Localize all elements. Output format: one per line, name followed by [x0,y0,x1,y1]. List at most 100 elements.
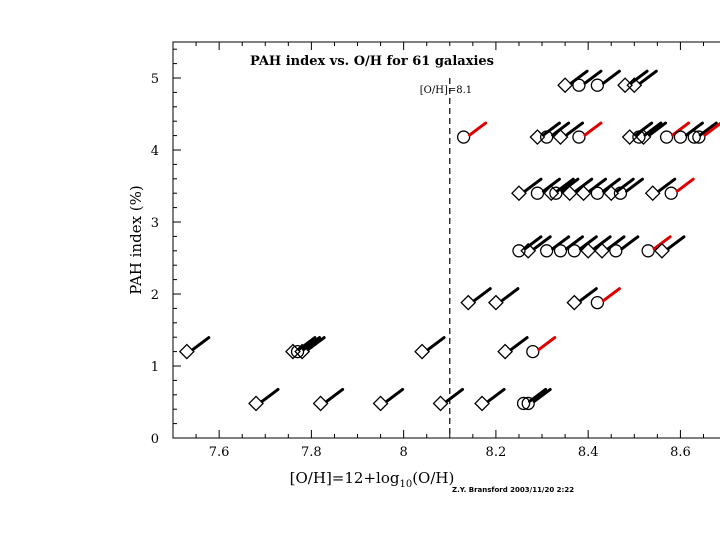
plot-frame [172,41,720,439]
circle-marker [290,344,305,359]
point-label-mark [583,121,603,137]
data-point [511,177,543,202]
x-tick-label: 7.6 [209,445,230,460]
diamond-marker [474,395,490,412]
point-label-mark [652,235,672,251]
point-label-mark [638,69,658,85]
circle-marker [456,130,471,144]
diamond-marker [511,185,527,202]
point-label-mark [486,387,506,403]
circle-marker [549,186,563,200]
y-axis-label: PAH index (%) [127,185,145,295]
circle-marker [692,130,706,144]
data-point [632,121,663,144]
data-point [609,235,640,258]
point-label-mark [675,177,695,193]
data-point [456,121,488,144]
diamond-marker [414,343,431,360]
point-label-mark [564,121,584,137]
x-axis-label-tail: (O/H) [412,469,454,487]
data-point [552,121,584,145]
circle-marker [687,130,701,144]
point-label-mark [537,336,557,352]
point-label-mark [560,177,580,193]
diamond-marker [617,77,633,94]
data-point [572,69,603,92]
circle-marker [516,396,531,411]
data-point [621,121,654,145]
data-point [561,177,594,202]
point-label-mark [468,121,488,137]
diamond-marker [178,343,195,360]
point-label-mark [523,177,543,193]
point-label-mark [472,287,492,303]
credit-line: Z.Y. Bransford 2003/11/20 2:22 [452,486,575,494]
data-point [516,387,548,411]
data-point [372,387,405,412]
data-point [529,121,561,145]
data-point [521,387,552,411]
data-point [543,177,575,202]
point-label-mark [500,287,520,303]
data-point [487,287,520,311]
data-point [613,177,644,200]
circle-marker [530,186,545,200]
data-point [687,121,718,144]
data-point [572,121,603,144]
circle-marker [613,186,628,200]
data-point [432,387,465,412]
point-label-mark [578,235,598,251]
circle-marker [641,244,655,258]
data-point [460,287,492,311]
point-label-mark [666,235,686,251]
y-tick-label: 5 [151,72,159,87]
point-label-mark [643,121,663,137]
y-tick-label: 3 [151,216,159,231]
circle-marker [526,344,540,359]
circle-marker [553,244,568,258]
circle-marker [539,244,554,258]
x-tick-label: 8.2 [486,445,507,460]
data-point [520,235,552,259]
diamond-marker [432,395,449,412]
point-label-mark [532,235,552,251]
circle-marker [567,244,581,258]
point-label-mark [624,177,644,193]
data-points [178,69,720,412]
point-label-mark [541,177,561,193]
data-point [664,177,695,200]
x-tick-label: 8.4 [578,445,599,460]
point-label-mark [385,387,405,403]
point-label-mark [629,69,649,85]
circle-marker [512,244,526,258]
y-tick-label: 1 [151,360,159,375]
point-label-mark [574,177,594,193]
point-label-mark [445,387,465,403]
circle-marker [521,396,535,411]
point-label-mark [541,121,561,137]
circle-marker [673,130,688,144]
x-tick-label: 7.8 [301,445,322,460]
data-point [566,287,598,311]
point-label-mark [583,69,603,85]
diamond-marker [460,294,477,311]
data-point [294,336,326,360]
point-label-mark [657,177,677,193]
point-label-mark [532,387,552,403]
data-point [474,387,506,412]
point-label-mark [325,387,345,403]
diamond-marker [566,294,583,311]
point-label-mark [592,235,612,251]
point-label-mark [634,121,654,137]
circle-marker [572,78,586,92]
diamond-marker [497,343,514,360]
diamond-marker [248,395,264,412]
data-point [654,235,686,259]
point-label-mark [551,121,571,137]
circle-marker [659,130,674,144]
x-axis-label-subscript: 10 [399,479,412,490]
data-point [590,69,621,92]
y-tick-label: 2 [151,288,159,303]
